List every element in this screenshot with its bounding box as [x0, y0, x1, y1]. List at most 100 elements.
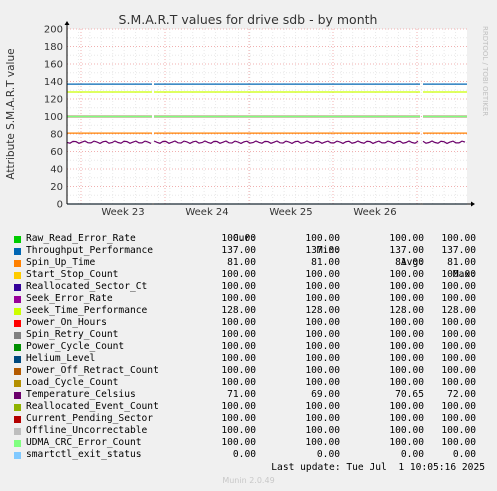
legend-series-name: Seek_Time_Performance	[26, 305, 148, 316]
legend-swatch	[14, 391, 21, 399]
legend-value-avg: 128.00	[389, 305, 424, 316]
legend-swatch	[14, 259, 21, 267]
legend-series-name: Helium_Level	[26, 353, 96, 364]
legend-series-name: Power_On_Hours	[26, 317, 107, 328]
legend-row: Power_Off_Retract_Count 100.00 100.00 100.0…	[12, 365, 482, 377]
legend-swatch	[14, 367, 21, 375]
legend-value-avg: 100.00	[389, 353, 424, 364]
legend-series-name: Seek_Error_Rate	[26, 293, 113, 304]
x-axis-arrow	[471, 201, 475, 207]
legend-value-cur: 100.00	[221, 425, 256, 436]
x-tick-label: Week 26	[353, 207, 396, 218]
legend-row: Spin_Retry_Count 100.00 100.00 100.00 100.00	[12, 329, 482, 341]
legend-value-min: 81.00	[311, 257, 340, 268]
legend-row: Reallocated_Event_Count 100.00 100.00 100.0…	[12, 401, 482, 413]
legend-value-cur: 100.00	[221, 401, 256, 412]
legend-value-min: 100.00	[305, 413, 340, 424]
legend-swatch	[14, 247, 21, 255]
legend-value-min: 100.00	[305, 233, 340, 244]
legend-value-avg: 100.00	[389, 437, 424, 448]
legend-series-name: Power_Cycle_Count	[26, 341, 125, 352]
legend-row: Start_Stop_Count 100.00 100.00 100.00 100.00	[12, 269, 482, 281]
y-tick-label: 200	[44, 25, 63, 36]
legend-header: Cur: Min: Avg: Max:	[12, 221, 482, 280]
legend-value-max: 100.00	[441, 437, 476, 448]
legend-value-avg: 100.00	[389, 413, 424, 424]
legend-value-avg: 100.00	[389, 401, 424, 412]
x-tick-label: Week 24	[185, 207, 228, 218]
legend-value-cur: 100.00	[221, 269, 256, 280]
legend-value-avg: 100.00	[389, 317, 424, 328]
legend-header-cur: Cur:	[232, 233, 256, 244]
rrdtool-watermark: RRDTOOL / TOBI OETIKER	[481, 26, 489, 116]
legend-value-min: 100.00	[305, 269, 340, 280]
legend-value-cur: 71.00	[227, 389, 256, 400]
legend-series-name: Reallocated_Event_Count	[26, 401, 159, 412]
legend-series-name: Throughput_Performance	[26, 245, 154, 256]
legend-row: Helium_Level 100.00 100.00 100.00 100.00	[12, 353, 482, 365]
legend-value-min: 128.00	[305, 305, 340, 316]
y-tick-label: 140	[44, 77, 63, 88]
y-tick-label: 80	[50, 130, 63, 141]
chart: S.M.A.R.T values for drive sdb - by mont…	[5, 12, 489, 218]
y-tick-label: 20	[50, 182, 63, 193]
legend-value-cur: 100.00	[221, 365, 256, 376]
legend-value-min: 69.00	[311, 389, 340, 400]
legend-row: Reallocated_Sector_Ct 100.00 100.00 100.00 1…	[12, 281, 482, 293]
legend-row: Temperature_Celsius 71.00 69.00 70.65 72.00	[12, 389, 482, 401]
y-axis-label: Attribute S.M.A.R.T value	[5, 48, 17, 179]
legend-value-avg: 100.00	[389, 233, 424, 244]
legend-swatch	[14, 331, 21, 339]
legend-value-avg: 100.00	[389, 365, 424, 376]
last-update: Last update: Tue Jul 1 10:05:16 2025	[271, 462, 485, 473]
legend-value-min: 100.00	[305, 317, 340, 328]
legend-swatch	[14, 283, 21, 291]
legend-value-max: 100.00	[441, 341, 476, 352]
legend-value-avg: 100.00	[389, 425, 424, 436]
legend-swatch	[14, 427, 21, 435]
legend-value-cur: 128.00	[221, 305, 256, 316]
series-line-temperature-celsius	[66, 140, 466, 145]
legend-value-max: 100.00	[441, 365, 476, 376]
legend-value-avg: 0.00	[400, 449, 424, 460]
legend-value-cur: 81.00	[227, 257, 256, 268]
legend-series-name: Reallocated_Sector_Ct	[26, 281, 148, 292]
legend-swatch	[14, 295, 21, 303]
legend-value-min: 100.00	[305, 425, 340, 436]
chart-title: S.M.A.R.T values for drive sdb - by mont…	[119, 12, 378, 27]
legend-series-name: Spin_Retry_Count	[26, 329, 119, 340]
legend-swatch	[14, 403, 21, 411]
y-tick-label: 40	[50, 165, 63, 176]
legend-swatch	[14, 415, 21, 423]
legend-swatch	[14, 271, 21, 279]
legend-swatch	[14, 343, 21, 351]
legend-value-max: 100.00	[441, 329, 476, 340]
legend-value-cur: 100.00	[221, 233, 256, 244]
legend-value-max: 0.00	[452, 449, 476, 460]
legend-swatch	[14, 379, 21, 387]
legend-value-avg: 137.00	[389, 245, 424, 256]
legend-value-max: 100.00	[441, 413, 476, 424]
legend-value-avg: 100.00	[389, 281, 424, 292]
legend-series-name: Load_Cycle_Count	[26, 377, 119, 388]
legend-value-max: 100.00	[441, 317, 476, 328]
legend-swatch	[14, 307, 21, 315]
legend-value-cur: 0.00	[232, 449, 256, 460]
legend-row: Load_Cycle_Count 100.00 100.00 100.00 100.00	[12, 377, 482, 389]
legend-value-min: 100.00	[305, 365, 340, 376]
legend-series-name: smartctl_exit_status	[26, 449, 142, 460]
y-tick-label: 120	[44, 95, 63, 106]
legend-value-max: 100.00	[441, 233, 476, 244]
legend-value-max: 81.00	[447, 257, 476, 268]
y-axis-arrow	[64, 21, 70, 25]
legend-row: Power_On_Hours 100.00 100.00 100.00 100.00	[12, 317, 482, 329]
legend-series-name: Current_Pending_Sector	[26, 413, 154, 424]
legend-series-name: Offline_Uncorrectable	[26, 425, 148, 436]
legend-value-cur: 100.00	[221, 317, 256, 328]
legend-value-max: 100.00	[441, 293, 476, 304]
legend-value-cur: 100.00	[221, 293, 256, 304]
legend-row: UDMA_CRC_Error_Count 100.00 100.00 100.00 10…	[12, 437, 482, 449]
legend-row: Power_Cycle_Count 100.00 100.00 100.00 100.0…	[12, 341, 482, 353]
legend-value-avg: 100.00	[389, 377, 424, 388]
legend-value-avg: 100.00	[389, 269, 424, 280]
